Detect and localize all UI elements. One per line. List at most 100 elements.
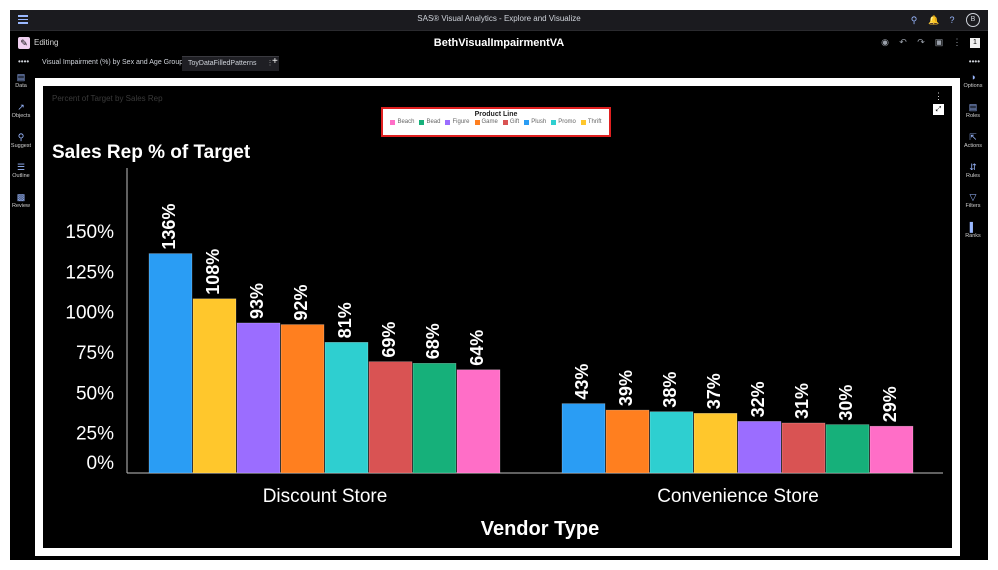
bar-convenience-store-beach xyxy=(869,425,914,474)
legend-item-plush: Plush xyxy=(524,119,546,125)
right-panel-rules[interactable]: ⇵ Rules xyxy=(958,162,988,179)
search-icon[interactable]: ⚲ xyxy=(910,14,918,25)
object-menu-icon[interactable]: ⋮ xyxy=(934,91,943,101)
add-page-icon[interactable]: + xyxy=(272,56,278,67)
object-title: Percent of Target by Sales Rep xyxy=(52,94,163,103)
bar-discount-store-gift xyxy=(368,361,413,474)
save-icon[interactable]: ▣ xyxy=(934,37,944,47)
bar-discount-store-thrift xyxy=(192,298,237,474)
legend-label: Beach xyxy=(397,119,415,125)
edit-toolbar: ✎ Editing BethVisualImpairmentVA ◉ ↶ ↷ ▣… xyxy=(10,31,988,55)
suggest-icon: ⚲ xyxy=(17,132,25,142)
left-panel-objects[interactable]: ↗ Objects xyxy=(10,102,32,119)
bar-convenience-store-figure xyxy=(737,421,782,474)
y-tick-label: 0% xyxy=(87,453,115,474)
help-icon[interactable]: ? xyxy=(949,15,955,25)
tab-visual-impairment[interactable]: Visual Impairment (%) by Sex and Age Gro… xyxy=(36,56,189,70)
data-label: 39% xyxy=(616,370,636,406)
chart-title: Sales Rep % of Target xyxy=(52,142,251,163)
legend-label: Thrift xyxy=(587,119,602,125)
rules-icon: ⇵ xyxy=(969,162,977,172)
y-tick-label: 75% xyxy=(76,343,114,364)
y-tick-label: 50% xyxy=(76,383,114,404)
maximize-icon[interactable]: ⤢ xyxy=(933,104,944,115)
review-icon: ▩ xyxy=(16,192,26,202)
x-category-label: Convenience Store xyxy=(657,486,819,507)
tab-overflow-icon[interactable]: •••• xyxy=(18,57,30,66)
left-panel-review[interactable]: ▩ Review xyxy=(10,192,32,209)
roles-icon: ▤ xyxy=(968,102,978,112)
bar-convenience-store-promo xyxy=(649,411,694,474)
right-panel-roles[interactable]: ▤ Roles xyxy=(958,102,988,119)
bar-convenience-store-gift xyxy=(781,422,826,474)
bar-convenience-store-plush xyxy=(561,403,606,474)
legend-label: Promo xyxy=(558,119,576,125)
left-panel-outline[interactable]: ☰ Outline xyxy=(10,162,32,179)
legend-item-figure: Figure xyxy=(445,119,470,125)
ranks-icon: ▌ xyxy=(969,222,977,232)
bar-discount-store-plush xyxy=(148,253,193,474)
right-panel-ranks[interactable]: ▌ Ranks xyxy=(958,222,988,239)
legend-swatch xyxy=(524,119,530,125)
objects-icon: ↗ xyxy=(17,102,25,112)
panel-label: Review xyxy=(11,203,31,209)
report-title: BethVisualImpairmentVA xyxy=(433,37,565,49)
legend-label: Game xyxy=(481,119,498,125)
legend-swatch xyxy=(390,119,396,125)
palette-icon[interactable]: ◉ xyxy=(881,37,889,47)
bar-chart-object[interactable]: Percent of Target by Sales Rep ⋮ ⤢ Produ… xyxy=(43,86,952,548)
data-label: 93% xyxy=(247,283,267,319)
left-panel-data[interactable]: ▤ Data xyxy=(10,72,32,89)
edit-pencil-icon[interactable]: ✎ xyxy=(18,37,30,49)
legend-item-beach: Beach xyxy=(390,119,414,125)
notifications-bell-icon[interactable]: 🔔 xyxy=(928,14,940,25)
left-panel-suggest[interactable]: ⚲ Suggest xyxy=(10,132,32,149)
bar-discount-store-figure xyxy=(236,322,281,474)
user-avatar[interactable]: B xyxy=(966,13,980,27)
bar-convenience-store-thrift xyxy=(693,413,738,474)
right-overflow-icon[interactable]: •••• xyxy=(968,57,980,66)
bar-discount-store-bead xyxy=(412,362,457,474)
legend-swatch xyxy=(445,119,451,125)
hamburger-menu-icon[interactable] xyxy=(18,15,28,24)
y-tick-label: 25% xyxy=(76,424,114,445)
legend-item-promo: Promo xyxy=(551,119,576,125)
y-tick-label: 150% xyxy=(65,222,114,243)
tab-toydatafilledpatterns[interactable]: ToyDataFilledPatterns ⋮ xyxy=(182,56,280,71)
bar-discount-store-game xyxy=(280,324,325,474)
legend-item-gift: Gift xyxy=(502,119,519,125)
data-label: 31% xyxy=(792,383,812,419)
page-number-badge[interactable]: 1 xyxy=(970,37,980,48)
right-panel-actions[interactable]: ⇱ Actions xyxy=(958,132,988,149)
y-tick-label: 100% xyxy=(65,303,114,324)
right-panel-filters[interactable]: ▽ Filters xyxy=(958,192,988,209)
data-label: 69% xyxy=(379,322,399,358)
tab-menu-icon[interactable]: ⋮ xyxy=(266,60,274,67)
data-label: 136% xyxy=(159,204,179,250)
data-label: 43% xyxy=(572,364,592,400)
data-label: 68% xyxy=(423,323,443,359)
right-panel-options[interactable]: ◑ Options xyxy=(958,72,988,89)
undo-icon[interactable]: ↶ xyxy=(899,37,907,47)
legend-swatch xyxy=(474,119,480,125)
actions-icon: ⇱ xyxy=(969,132,977,142)
app-window: SAS® Visual Analytics - Explore and Visu… xyxy=(10,10,988,560)
panel-label: Filters xyxy=(965,203,981,209)
options-icon: ◑ xyxy=(970,72,976,82)
data-label: 32% xyxy=(748,381,768,417)
app-title: SAS® Visual Analytics - Explore and Visu… xyxy=(417,14,581,23)
page-tab-bar: •••• Visual Impairment (%) by Sex and Ag… xyxy=(10,55,988,71)
redo-icon[interactable]: ↷ xyxy=(917,37,925,47)
legend-label: Plush xyxy=(531,119,547,125)
right-panel: ◑ Options ▤ Roles ⇱ Actions ⇵ Rules ▽ Filters… xyxy=(958,72,988,252)
panel-label: Options xyxy=(963,83,983,89)
legend-label: Figure xyxy=(452,119,470,125)
legend-item-game: Game xyxy=(474,119,498,125)
more-options-icon[interactable]: ⋮ xyxy=(952,37,962,47)
data-label: 81% xyxy=(335,302,355,338)
data-label: 38% xyxy=(660,372,680,408)
data-icon: ▤ xyxy=(16,72,26,82)
panel-label: Objects xyxy=(11,113,31,119)
panel-label: Roles xyxy=(965,113,981,119)
bar-discount-store-promo xyxy=(324,342,369,474)
